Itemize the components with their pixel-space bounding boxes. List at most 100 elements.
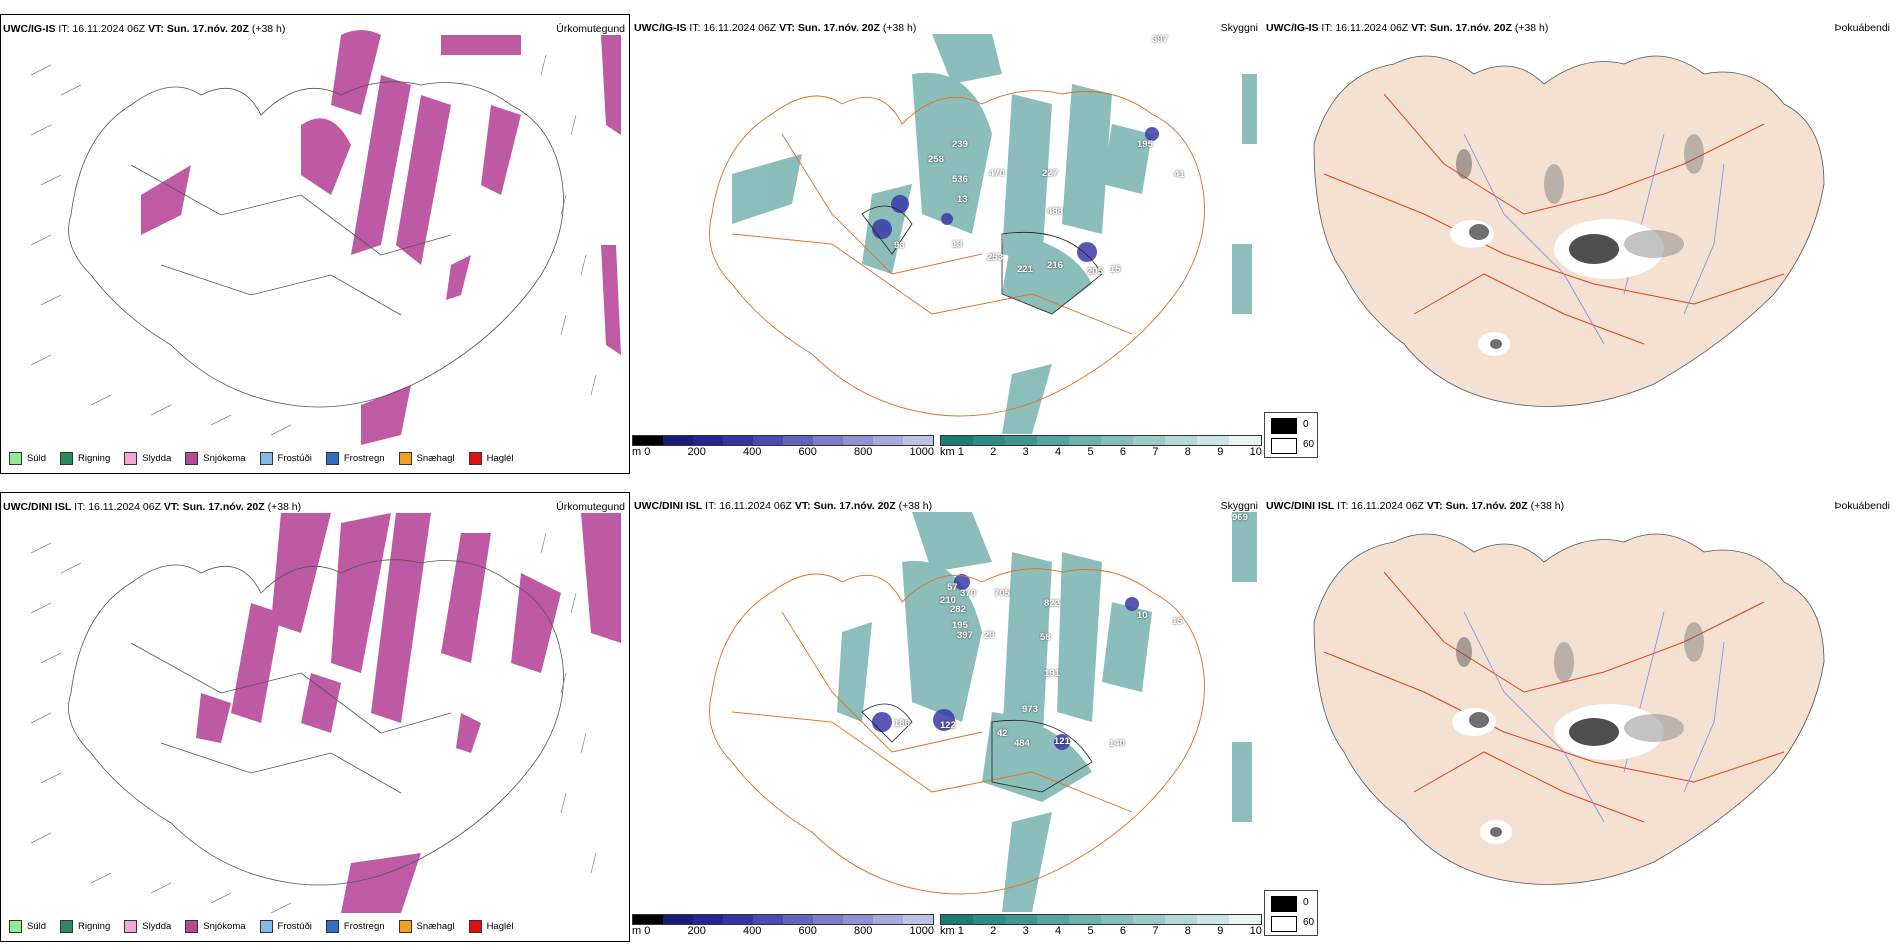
cloud-label: 15 — [1172, 616, 1183, 627]
cloud-label: 98 — [894, 240, 905, 251]
cloud-panel-2: UWC/DINI ISL IT: 16.11.2024 06Z VT: Sun.… — [632, 492, 1262, 922]
cloud-label: 258 — [928, 154, 944, 165]
panel-title: UWC/IG-IS IT: 16.11.2024 06Z VT: Sun. 17… — [3, 23, 286, 35]
iceland-outline — [68, 559, 564, 886]
cloud-label: 186 — [894, 718, 910, 729]
cloud-label: 15 — [1110, 264, 1121, 275]
fog-swatch-dark — [1271, 418, 1297, 434]
legend-item: Slydda — [124, 451, 171, 465]
swatch — [468, 451, 482, 465]
cloud-areas — [837, 512, 1257, 912]
precip-type-label: Úrkomutegund — [556, 23, 625, 35]
cloud-label: 470 — [989, 168, 1005, 179]
cloud-label: 29 — [984, 630, 995, 641]
roads — [709, 90, 1205, 417]
legend-item: Snæhagl — [398, 919, 455, 933]
cloud-label: 397 — [1152, 34, 1168, 45]
legend-item: Snjókoma — [185, 919, 246, 933]
swatch — [398, 919, 412, 933]
legend-item: Frostregn — [325, 451, 385, 465]
fog-swatch-dark — [1271, 896, 1297, 912]
cloud-areas — [732, 34, 1257, 434]
cloud-panel-1: UWC/IG-IS IT: 16.11.2024 06Z VT: Sun. 17… — [632, 14, 1262, 474]
ticks: km 1 2 3 4 5 6 7 8 9 10 — [940, 446, 1262, 458]
land — [1313, 533, 1825, 885]
ticks: m 0 200 400 600 800 1000 — [632, 446, 934, 458]
legend-item: Snæhagl — [398, 451, 455, 465]
cloud-label: 195 — [952, 620, 968, 631]
swatch — [468, 919, 482, 933]
fog-areas — [1450, 134, 1704, 356]
fog-swatch-light — [1271, 438, 1297, 454]
iceland-outline — [68, 81, 564, 408]
fog-map-2 — [1313, 533, 1825, 885]
cloud-label: 122 — [940, 720, 956, 731]
cloud-label: 370 — [960, 588, 976, 599]
color-bar — [632, 914, 934, 925]
cloud-label: 216 — [1047, 260, 1063, 271]
swatch — [185, 451, 199, 465]
fog-scale: 0 60 — [1264, 412, 1318, 458]
fog-swatch-light — [1271, 916, 1297, 932]
cloud-label: 13 — [957, 194, 968, 205]
cloud-label: 227 — [1042, 168, 1058, 179]
swatch — [9, 451, 22, 465]
swatch — [185, 919, 199, 933]
panel-title: UWC/DINI ISL IT: 16.11.2024 06Z VT: Sun.… — [634, 500, 933, 512]
precip-type-map-1 — [30, 30, 621, 445]
roads — [1323, 571, 1785, 823]
cloud-label: 484 — [1014, 738, 1030, 749]
visibility-label: Skyggni — [1220, 500, 1258, 512]
panel-title: UWC/DINI ISL IT: 16.11.2024 06Z VT: Sun.… — [1266, 500, 1565, 512]
legend-item: Haglél — [468, 919, 514, 933]
visibility-scale: km 1 2 3 4 5 6 7 8 9 10 — [940, 435, 1262, 458]
legend-item: Frostregn — [325, 919, 385, 933]
legend-item: Rigning — [60, 919, 110, 933]
legend-item: Slydda — [124, 919, 171, 933]
swatch — [60, 451, 74, 465]
ticks: km 1 2 3 4 5 6 7 8 9 10 — [940, 925, 1262, 937]
fog-areas — [1452, 622, 1704, 844]
legend-item: Frostúði — [259, 919, 312, 933]
cloud-label: 210 — [940, 595, 956, 606]
cloud-label: 191 — [1044, 668, 1060, 679]
cloud-label: 13 — [952, 239, 963, 250]
swatch — [124, 451, 138, 465]
swatch — [9, 919, 22, 933]
cloud-label: 140 — [1109, 738, 1125, 749]
fog-panel-1: UWC/IG-IS IT: 16.11.2024 06Z VT: Sun. 17… — [1264, 14, 1894, 474]
cloud-map-2 — [709, 512, 1257, 912]
cloud-label: 42 — [997, 728, 1008, 739]
wind-barbs — [30, 532, 597, 914]
visibility-scale: km 1 2 3 4 5 6 7 8 9 10 — [940, 914, 1262, 937]
panel-title: UWC/IG-IS IT: 16.11.2024 06Z VT: Sun. 17… — [1266, 22, 1549, 34]
cloud-label: 195 — [1137, 139, 1153, 150]
cloud-label: 41 — [1174, 169, 1185, 180]
swatch — [124, 919, 138, 933]
cloud-map-1 — [709, 34, 1257, 434]
snow-areas — [141, 30, 621, 445]
iceland-outline — [861, 205, 1103, 315]
roads — [1323, 93, 1785, 345]
cloud-label: 221 — [1017, 264, 1033, 275]
fog-map-1 — [1313, 55, 1825, 407]
cloud-label: 536 — [952, 174, 968, 185]
cloud-label: 282 — [950, 604, 966, 615]
iceland-outline — [861, 703, 1093, 793]
low-cloud-areas — [872, 127, 1159, 262]
legend-item: Rigning — [60, 451, 110, 465]
precip-type-panel-2: UWC/DINI ISL IT: 16.11.2024 06Z VT: Sun.… — [0, 492, 630, 942]
fog-panel-2: UWC/DINI ISL IT: 16.11.2024 06Z VT: Sun.… — [1264, 492, 1894, 922]
swatch — [398, 451, 412, 465]
roads — [709, 568, 1205, 895]
swatch — [325, 919, 339, 933]
swatch — [60, 919, 74, 933]
cloud-label: 973 — [1022, 704, 1038, 715]
panel-title: UWC/IG-IS IT: 16.11.2024 06Z VT: Sun. 17… — [634, 22, 917, 34]
panel-title: UWC/DINI ISL IT: 16.11.2024 06Z VT: Sun.… — [3, 501, 302, 513]
visibility-label: Skyggni — [1220, 22, 1258, 34]
cloud-label: 969 — [1232, 512, 1248, 523]
fog-index-label: Þokuábendi — [1834, 22, 1890, 34]
precip-type-label: Úrkomutegund — [556, 501, 625, 513]
swatch — [259, 919, 273, 933]
